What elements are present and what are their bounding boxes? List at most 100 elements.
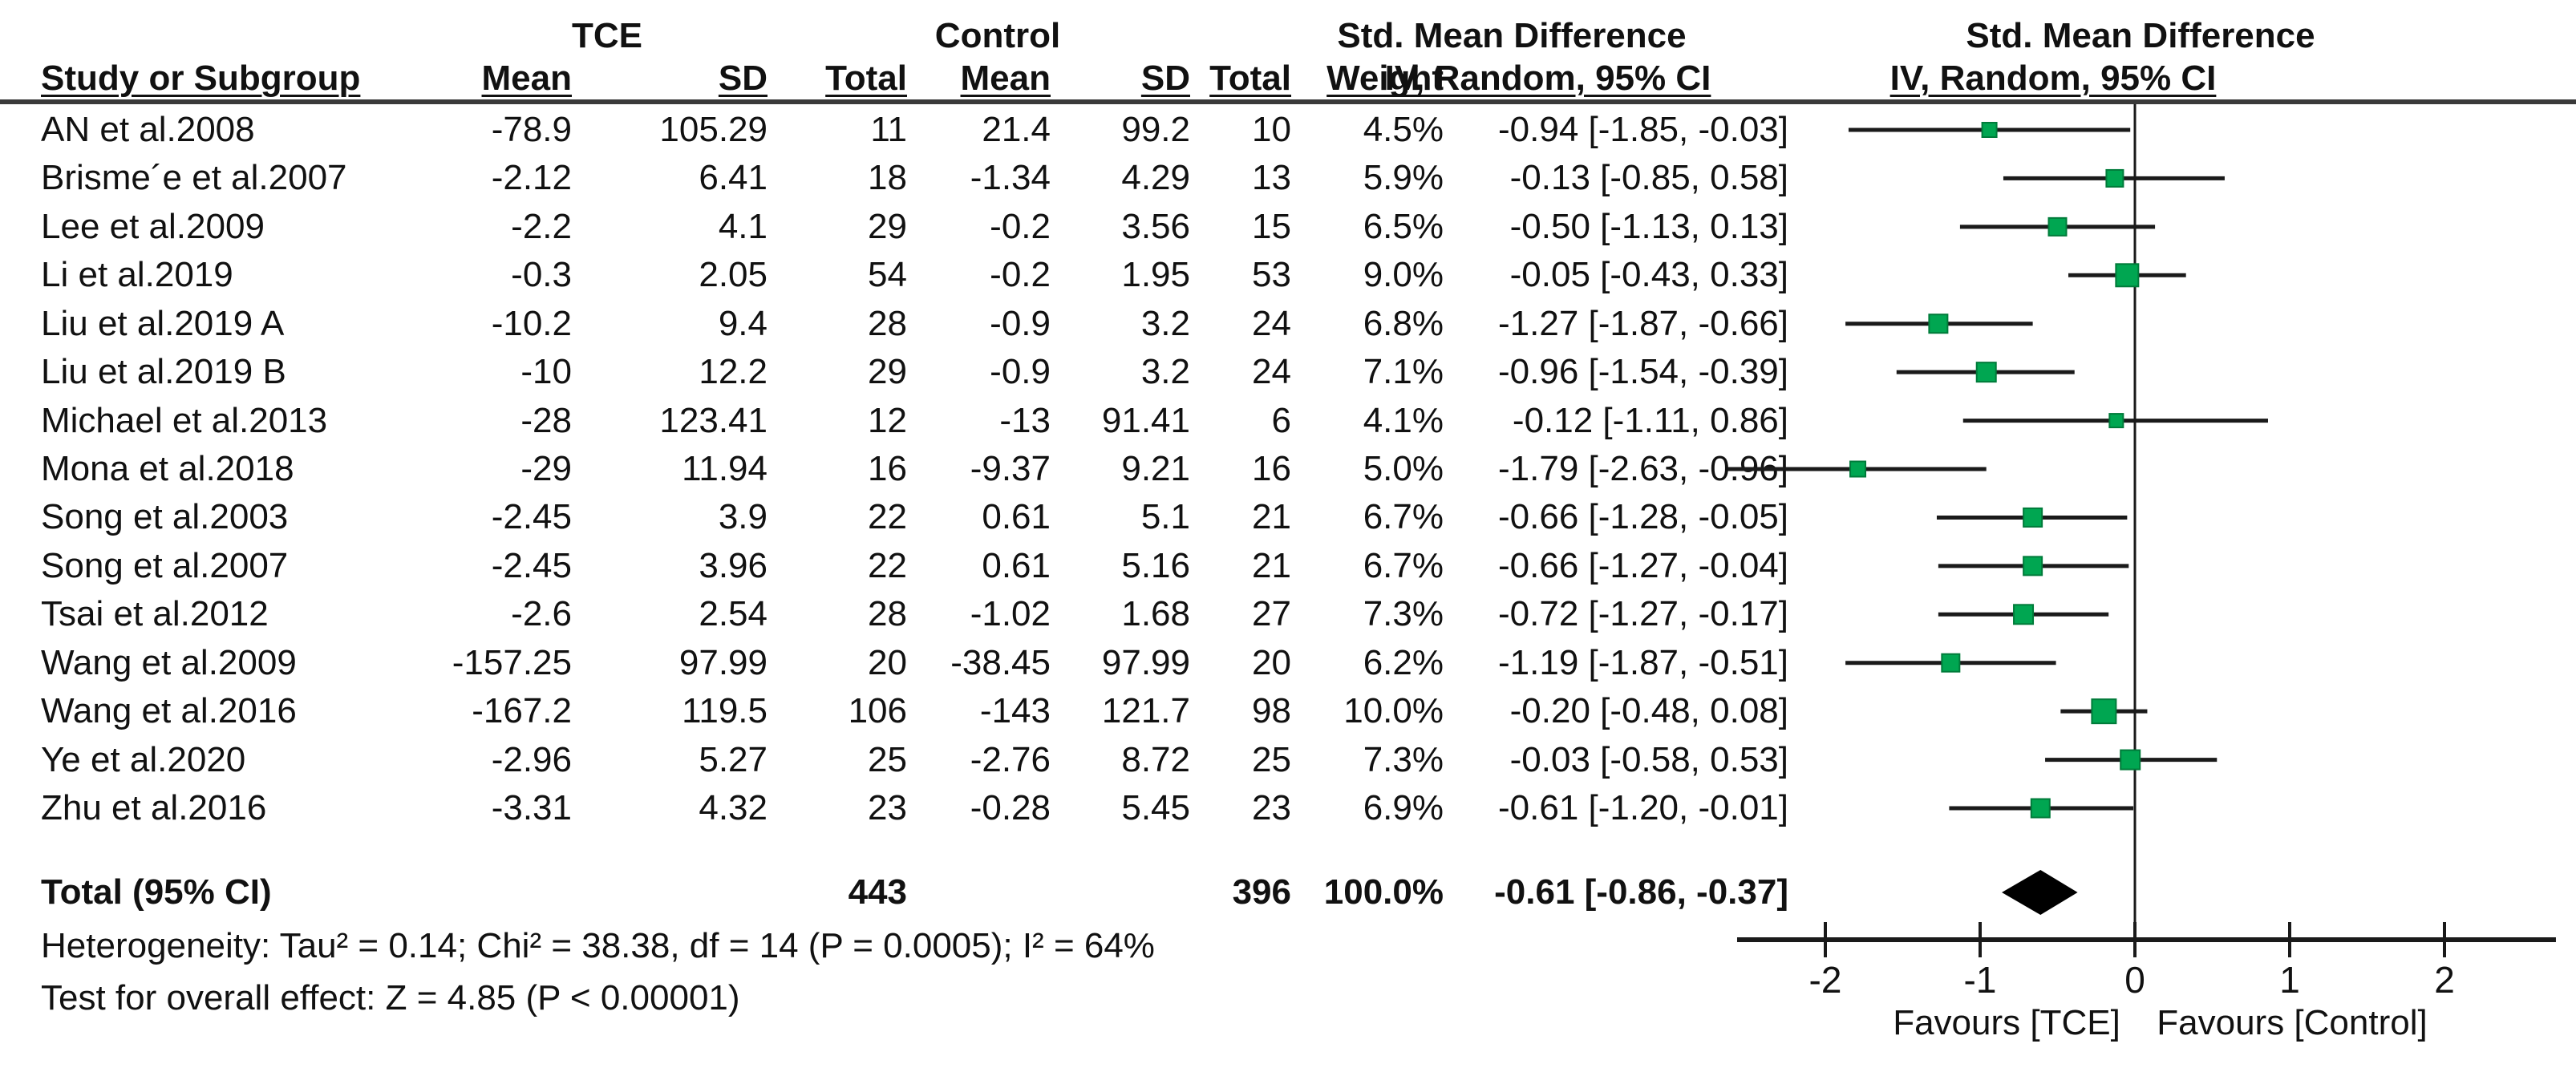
axis-tick-label: 2 <box>2434 959 2455 1001</box>
header-rule <box>0 99 2576 104</box>
control-mean-cell: -2.76 <box>970 739 1051 779</box>
control-mean-cell: -9.37 <box>970 449 1051 488</box>
ci-text-cell: -0.96 [-1.54, -0.39] <box>1498 352 1788 392</box>
tce-sd-cell: 3.9 <box>718 497 768 537</box>
weight-cell: 6.9% <box>1363 788 1444 827</box>
group-header-control: Control <box>934 16 1061 55</box>
col-header-weight: Weight <box>1326 59 1444 98</box>
col-header-sd-tce: SD <box>718 59 768 98</box>
col-header-total-tce: Total <box>825 59 907 98</box>
control-sd-cell: 91.41 <box>1101 400 1190 440</box>
ci-text-cell: -0.03 [-0.58, 0.53] <box>1509 739 1788 779</box>
tce-sd-cell: 6.41 <box>699 158 768 198</box>
tce-sd-cell: 105.29 <box>659 110 768 149</box>
study-label: Li et al.2019 <box>41 255 233 295</box>
tce-sd-cell: 2.54 <box>699 594 768 634</box>
tce-mean-cell: -3.31 <box>491 788 572 827</box>
tce-total-cell: 25 <box>868 739 907 779</box>
ci-text-cell: -0.94 [-1.85, -0.03] <box>1498 110 1788 149</box>
control-total-cell: 21 <box>1252 497 1291 537</box>
tce-total-cell: 12 <box>868 400 907 440</box>
control-mean-cell: -143 <box>979 691 1051 731</box>
total-row-ci: -0.61 [-0.86, -0.37] <box>1494 872 1788 912</box>
weight-cell: 6.7% <box>1363 545 1444 585</box>
total-row-n-tce: 443 <box>848 872 907 912</box>
tce-total-cell: 18 <box>868 158 907 198</box>
control-mean-cell: 0.61 <box>982 545 1051 585</box>
weight-cell: 6.8% <box>1363 303 1444 343</box>
control-sd-cell: 3.2 <box>1140 303 1190 343</box>
control-sd-cell: 8.72 <box>1121 739 1190 779</box>
control-total-cell: 16 <box>1252 449 1291 488</box>
effect-marker <box>2120 749 2141 771</box>
tce-sd-cell: 4.1 <box>718 206 768 246</box>
control-total-cell: 23 <box>1252 788 1291 827</box>
control-mean-cell: 21.4 <box>982 110 1051 149</box>
ci-text-cell: -0.66 [-1.27, -0.04] <box>1498 545 1788 585</box>
ci-text-cell: -0.05 [-0.43, 0.33] <box>1509 255 1788 295</box>
tce-total-cell: 22 <box>868 545 907 585</box>
heterogeneity-text: Heterogeneity: Tau² = 0.14; Chi² = 38.38… <box>41 926 1155 965</box>
study-label: AN et al.2008 <box>41 110 255 149</box>
study-label: Zhu et al.2016 <box>41 788 267 827</box>
control-sd-cell: 9.21 <box>1121 449 1190 488</box>
study-label: Mona et al.2018 <box>41 449 294 488</box>
study-label: Brisme´e et al.2007 <box>41 158 347 198</box>
control-total-cell: 53 <box>1252 255 1291 295</box>
ci-text-cell: -0.66 [-1.28, -0.05] <box>1498 497 1788 537</box>
effect-marker <box>2091 698 2117 725</box>
control-sd-cell: 121.7 <box>1101 691 1190 731</box>
control-mean-cell: -0.9 <box>990 352 1051 392</box>
ci-text-cell: -0.13 [-0.85, 0.58] <box>1509 158 1788 198</box>
tce-mean-cell: -157.25 <box>452 642 572 682</box>
effect-marker <box>1941 653 1961 673</box>
axis-tick-label: 0 <box>2124 959 2145 1001</box>
control-sd-cell: 3.56 <box>1121 206 1190 246</box>
control-total-cell: 15 <box>1252 206 1291 246</box>
control-sd-cell: 5.1 <box>1140 497 1190 537</box>
effect-marker <box>2105 168 2124 188</box>
control-mean-cell: -0.2 <box>990 255 1051 295</box>
tce-mean-cell: -2.45 <box>491 497 572 537</box>
effect-marker <box>2013 604 2035 625</box>
weight-cell: 4.5% <box>1363 110 1444 149</box>
tce-sd-cell: 4.32 <box>699 788 768 827</box>
effect-marker <box>2108 413 2124 429</box>
weight-cell: 7.3% <box>1363 739 1444 779</box>
tce-mean-cell: -2.6 <box>511 594 572 634</box>
control-mean-cell: -1.02 <box>970 594 1051 634</box>
ci-text-cell: -1.27 [-1.87, -0.66] <box>1498 303 1788 343</box>
col-header-method-right: IV, Random, 95% CI <box>1889 59 2217 98</box>
tce-total-cell: 54 <box>868 255 907 295</box>
col-header-method-left: IV, Random, 95% CI <box>1384 59 1711 98</box>
control-mean-cell: -0.2 <box>990 206 1051 246</box>
effect-marker <box>2047 216 2068 237</box>
weight-cell: 7.1% <box>1363 352 1444 392</box>
tce-mean-cell: -167.2 <box>472 691 572 731</box>
control-sd-cell: 4.29 <box>1121 158 1190 198</box>
col-header-sd-control: SD <box>1140 59 1190 98</box>
tce-mean-cell: -2.45 <box>491 545 572 585</box>
ci-text-cell: -0.20 [-0.48, 0.08] <box>1509 691 1788 731</box>
tce-total-cell: 11 <box>870 110 907 149</box>
tce-mean-cell: -2.12 <box>491 158 572 198</box>
total-diamond <box>2002 870 2078 915</box>
control-sd-cell: 1.95 <box>1121 255 1190 295</box>
tce-sd-cell: 123.41 <box>659 400 768 440</box>
effect-marker <box>2023 556 2043 576</box>
tce-total-cell: 23 <box>868 788 907 827</box>
study-label: Wang et al.2009 <box>41 642 297 682</box>
tce-total-cell: 29 <box>868 206 907 246</box>
study-label: Song et al.2003 <box>41 497 289 537</box>
tce-total-cell: 20 <box>868 642 907 682</box>
control-sd-cell: 3.2 <box>1140 352 1190 392</box>
col-header-study: Study or Subgroup <box>41 59 361 98</box>
study-label: Wang et al.2016 <box>41 691 297 731</box>
study-label: Lee et al.2009 <box>41 206 265 246</box>
weight-cell: 9.0% <box>1363 255 1444 295</box>
control-total-cell: 24 <box>1252 303 1291 343</box>
total-row-weight: 100.0% <box>1323 872 1444 912</box>
control-total-cell: 6 <box>1271 400 1291 440</box>
control-mean-cell: -0.9 <box>990 303 1051 343</box>
